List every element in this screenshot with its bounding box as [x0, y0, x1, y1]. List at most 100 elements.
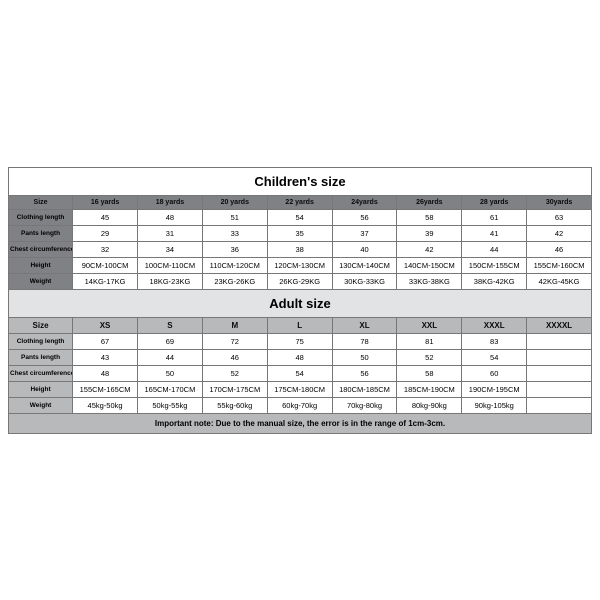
cell: 150CM-155CM [462, 257, 527, 273]
cell: 130CM-140CM [332, 257, 397, 273]
adult-row-2: Chest circumference 1/2 48 50 52 54 56 5… [9, 365, 592, 381]
cell: 50 [137, 365, 202, 381]
cell: 14KG-17KG [73, 273, 138, 289]
cell: 110CM-120CM [202, 257, 267, 273]
adult-title: Adult size [9, 289, 592, 317]
cell: 43 [73, 349, 138, 365]
row-label: Chest circumference 1/2 [9, 365, 73, 381]
cell: 100CM-110CM [137, 257, 202, 273]
cell: 35 [267, 225, 332, 241]
size-chart-table: Children's size Size 16 yards 18 yards 2… [8, 167, 592, 434]
adult-header-3: M [202, 317, 267, 333]
row-label: Chest circumference 1/2 [9, 241, 73, 257]
children-header-8: 30yards [527, 195, 592, 209]
cell: 42 [527, 225, 592, 241]
cell: 30KG-33KG [332, 273, 397, 289]
cell [527, 333, 592, 349]
children-header-2: 18 yards [137, 195, 202, 209]
cell: 48 [267, 349, 332, 365]
cell: 120CM-130CM [267, 257, 332, 273]
children-title-row: Children's size [9, 167, 592, 195]
adult-row-4: Weight 45kg-50kg 50kg-55kg 55kg-60kg 60k… [9, 397, 592, 413]
row-label: Weight [9, 273, 73, 289]
cell: 83 [462, 333, 527, 349]
cell: 60kg-70kg [267, 397, 332, 413]
adult-header-2: S [137, 317, 202, 333]
cell: 58 [397, 209, 462, 225]
children-header-size: Size [9, 195, 73, 209]
cell: 46 [527, 241, 592, 257]
adult-row-1: Pants length 43 44 46 48 50 52 54 [9, 349, 592, 365]
adult-row-0: Clothing length 67 69 72 75 78 81 83 [9, 333, 592, 349]
cell: 48 [73, 365, 138, 381]
cell: 54 [267, 365, 332, 381]
cell: 56 [332, 209, 397, 225]
cell: 56 [332, 365, 397, 381]
cell: 42 [397, 241, 462, 257]
adult-title-row: Adult size [9, 289, 592, 317]
cell: 58 [397, 365, 462, 381]
children-header-7: 28 yards [462, 195, 527, 209]
adult-header-size: Size [9, 317, 73, 333]
children-header-1: 16 yards [73, 195, 138, 209]
cell: 18KG-23KG [137, 273, 202, 289]
cell: 61 [462, 209, 527, 225]
cell: 44 [137, 349, 202, 365]
row-label: Weight [9, 397, 73, 413]
row-label: Clothing length [9, 333, 73, 349]
cell: 63 [527, 209, 592, 225]
cell: 42KG-45KG [527, 273, 592, 289]
adult-row-3: Height 155CM-165CM 165CM-170CM 170CM-175… [9, 381, 592, 397]
cell: 50 [332, 349, 397, 365]
cell: 39 [397, 225, 462, 241]
cell: 38 [267, 241, 332, 257]
cell: 70kg-80kg [332, 397, 397, 413]
cell: 78 [332, 333, 397, 349]
cell: 90CM-100CM [73, 257, 138, 273]
row-label: Pants length [9, 225, 73, 241]
children-header-5: 24yards [332, 195, 397, 209]
cell: 48 [137, 209, 202, 225]
cell: 60 [462, 365, 527, 381]
children-header-3: 20 yards [202, 195, 267, 209]
children-row-2: Chest circumference 1/2 32 34 36 38 40 4… [9, 241, 592, 257]
cell: 175CM-180CM [267, 381, 332, 397]
note-row: Important note: Due to the manual size, … [9, 413, 592, 433]
cell: 67 [73, 333, 138, 349]
cell: 54 [267, 209, 332, 225]
cell: 38KG-42KG [462, 273, 527, 289]
cell: 80kg-90kg [397, 397, 462, 413]
cell: 36 [202, 241, 267, 257]
row-label: Height [9, 257, 73, 273]
cell: 29 [73, 225, 138, 241]
adult-header-5: XL [332, 317, 397, 333]
cell: 52 [202, 365, 267, 381]
cell: 54 [462, 349, 527, 365]
cell [527, 397, 592, 413]
important-note: Important note: Due to the manual size, … [9, 413, 592, 433]
cell: 33KG-38KG [397, 273, 462, 289]
cell: 170CM-175CM [202, 381, 267, 397]
cell: 44 [462, 241, 527, 257]
children-row-3: Height 90CM-100CM 100CM-110CM 110CM-120C… [9, 257, 592, 273]
adult-header-4: L [267, 317, 332, 333]
cell: 51 [202, 209, 267, 225]
cell: 52 [397, 349, 462, 365]
adult-header-6: XXL [397, 317, 462, 333]
cell: 190CM-195CM [462, 381, 527, 397]
children-header-row: Size 16 yards 18 yards 20 yards 22 yards… [9, 195, 592, 209]
cell: 26KG-29KG [267, 273, 332, 289]
cell: 37 [332, 225, 397, 241]
cell: 45 [73, 209, 138, 225]
row-label: Pants length [9, 349, 73, 365]
cell: 31 [137, 225, 202, 241]
cell: 75 [267, 333, 332, 349]
cell: 140CM-150CM [397, 257, 462, 273]
cell: 33 [202, 225, 267, 241]
cell: 46 [202, 349, 267, 365]
adult-header-row: Size XS S M L XL XXL XXXL XXXXL [9, 317, 592, 333]
cell: 185CM-190CM [397, 381, 462, 397]
children-title: Children's size [9, 167, 592, 195]
cell: 34 [137, 241, 202, 257]
cell [527, 365, 592, 381]
